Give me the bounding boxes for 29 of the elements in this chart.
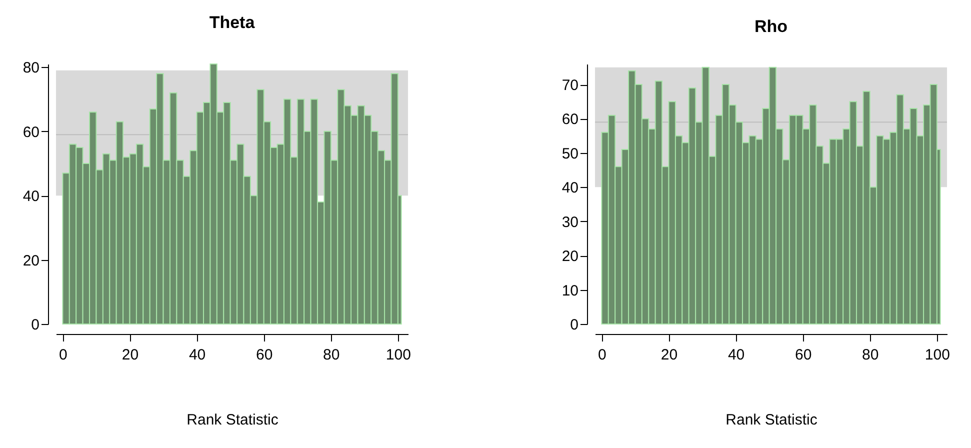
y-tick-label: 30 [562,214,578,231]
x-tick-label: 100 [386,346,411,364]
chart-title: Rho [754,17,788,36]
y-tick-label: 0 [570,316,578,334]
x-tick-label: 0 [59,346,68,364]
x-tick-label: 60 [256,346,273,364]
y-tick-label: 0 [31,316,40,334]
y-tick-label: 40 [562,180,578,197]
x-tick-label: 100 [924,346,950,364]
x-tick-label: 80 [323,346,340,364]
y-tick-label: 40 [22,188,40,206]
x-tick-label: 80 [862,346,879,364]
y-tick-label: 80 [22,60,40,77]
x-tick-label: 20 [660,346,678,364]
y-tick-label: 60 [22,124,40,141]
y-tick-label: 10 [562,282,578,300]
y-tick-label: 70 [562,77,578,94]
x-tick-label: 40 [188,346,206,364]
x-tick-label: 40 [728,346,745,364]
x-axis-title: Rank Statistic [186,412,279,428]
y-tick-label: 50 [562,145,578,162]
y-tick-label: 20 [562,248,578,266]
x-tick-label: 20 [122,346,139,364]
x-tick-label: 0 [598,346,606,364]
y-tick-label: 60 [562,111,578,128]
x-axis-title: Rank Statistic [726,412,818,428]
chart-title: Theta [209,13,256,32]
y-tick-label: 20 [22,252,40,270]
x-tick-label: 60 [795,346,812,364]
